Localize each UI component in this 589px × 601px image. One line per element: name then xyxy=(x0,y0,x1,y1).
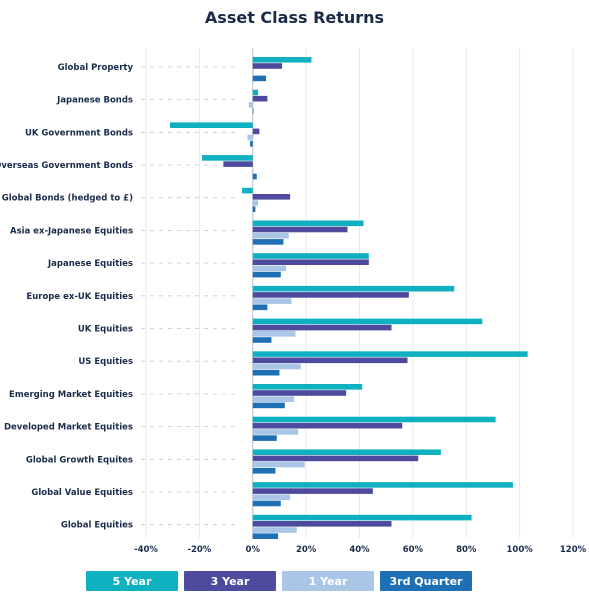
bar xyxy=(252,337,272,343)
bar xyxy=(252,253,369,259)
x-tick-label: 120% xyxy=(560,545,587,555)
category-label: Developed Market Equities xyxy=(4,423,133,433)
bar xyxy=(252,57,312,63)
x-tick-label: 20% xyxy=(296,545,317,555)
chart-title: Asset Class Returns xyxy=(204,8,385,27)
bar xyxy=(252,390,347,396)
category-label: UK Government Bonds xyxy=(25,128,133,138)
bar xyxy=(252,521,392,527)
bar xyxy=(242,187,253,194)
bar xyxy=(252,369,280,376)
bar xyxy=(252,500,281,507)
category-label: Global Bonds (hedged to £) xyxy=(2,194,133,204)
bar xyxy=(252,482,513,488)
bar xyxy=(252,271,281,278)
bar xyxy=(252,351,528,357)
x-tick-label: -20% xyxy=(187,545,211,555)
bar xyxy=(252,108,254,114)
bar xyxy=(252,435,277,441)
bar xyxy=(202,155,253,161)
bar-chart: -40% -20% 0% 20% 40% 60% 80% 100% 120% Global Pro… xyxy=(0,48,587,555)
bar xyxy=(252,232,289,239)
bar xyxy=(252,384,363,390)
bar xyxy=(252,455,419,462)
bar xyxy=(252,429,299,435)
category-label: UK Equities xyxy=(78,325,133,335)
category-label: Global Equities xyxy=(61,521,133,531)
bar xyxy=(252,226,348,233)
bar xyxy=(252,239,284,245)
bar xyxy=(252,285,455,292)
x-tick-label: 0% xyxy=(246,545,261,555)
x-tick-label: 100% xyxy=(506,545,533,555)
legend-label: 3 Year xyxy=(210,574,250,588)
category-label: Japanese Bonds xyxy=(56,96,133,106)
bar xyxy=(252,494,291,501)
bar xyxy=(252,292,409,298)
bar xyxy=(252,533,279,539)
bar xyxy=(252,89,259,96)
bar xyxy=(252,259,369,265)
bar xyxy=(223,161,253,167)
x-tick-label: 80% xyxy=(456,545,477,555)
bar xyxy=(252,357,408,364)
bar xyxy=(252,416,496,423)
bar xyxy=(248,102,253,108)
bar xyxy=(252,298,292,304)
bar xyxy=(252,396,295,402)
legend-item-1-year: 1 Year xyxy=(282,571,374,591)
x-tick-label: 40% xyxy=(349,545,370,555)
category-label: Japanese Equities xyxy=(47,259,133,269)
category-label: Global Value Equities xyxy=(31,488,133,498)
x-tick-label: -40% xyxy=(134,545,158,555)
bar xyxy=(252,324,392,331)
bar xyxy=(252,331,296,337)
bar xyxy=(250,141,253,147)
legend: 5 Year 3 Year 1 Year 3rd Quarter xyxy=(86,571,472,591)
category-label: US Equities xyxy=(78,357,133,367)
bar xyxy=(252,363,301,370)
bar xyxy=(252,461,305,468)
bar xyxy=(252,206,256,212)
bar xyxy=(252,449,441,455)
bar xyxy=(252,95,268,102)
bar xyxy=(252,173,257,180)
legend-item-5-year: 5 Year xyxy=(86,571,178,591)
bar xyxy=(247,134,253,141)
bar xyxy=(252,318,483,325)
legend-item-3-year: 3 Year xyxy=(184,571,276,591)
bar xyxy=(252,167,254,174)
bar xyxy=(252,422,403,429)
bar xyxy=(252,194,291,200)
bar xyxy=(252,514,472,521)
bar xyxy=(252,304,268,311)
category-label: Europe ex-UK Equities xyxy=(26,292,133,302)
bar xyxy=(252,527,297,533)
bar xyxy=(252,63,283,69)
bar xyxy=(252,402,285,409)
category-label: Overseas Government Bonds xyxy=(0,161,133,171)
bar xyxy=(252,265,287,272)
x-tick-label: 60% xyxy=(403,545,424,555)
bar xyxy=(170,122,253,128)
legend-item-3rd-quarter: 3rd Quarter xyxy=(380,571,472,591)
bar xyxy=(252,128,260,135)
legend-label: 5 Year xyxy=(112,574,152,588)
category-label: Global Property xyxy=(58,63,134,73)
bar xyxy=(252,75,267,82)
category-label: Global Growth Equites xyxy=(26,455,133,465)
category-label: Asia ex-Japanese Equities xyxy=(10,226,133,236)
bar xyxy=(252,69,254,75)
legend-label: 3rd Quarter xyxy=(389,574,463,588)
bar xyxy=(252,468,276,474)
bar xyxy=(252,488,373,494)
category-label: Emerging Market Equities xyxy=(9,390,133,400)
bar xyxy=(252,220,364,227)
legend-label: 1 Year xyxy=(308,574,348,588)
bar xyxy=(252,200,259,206)
